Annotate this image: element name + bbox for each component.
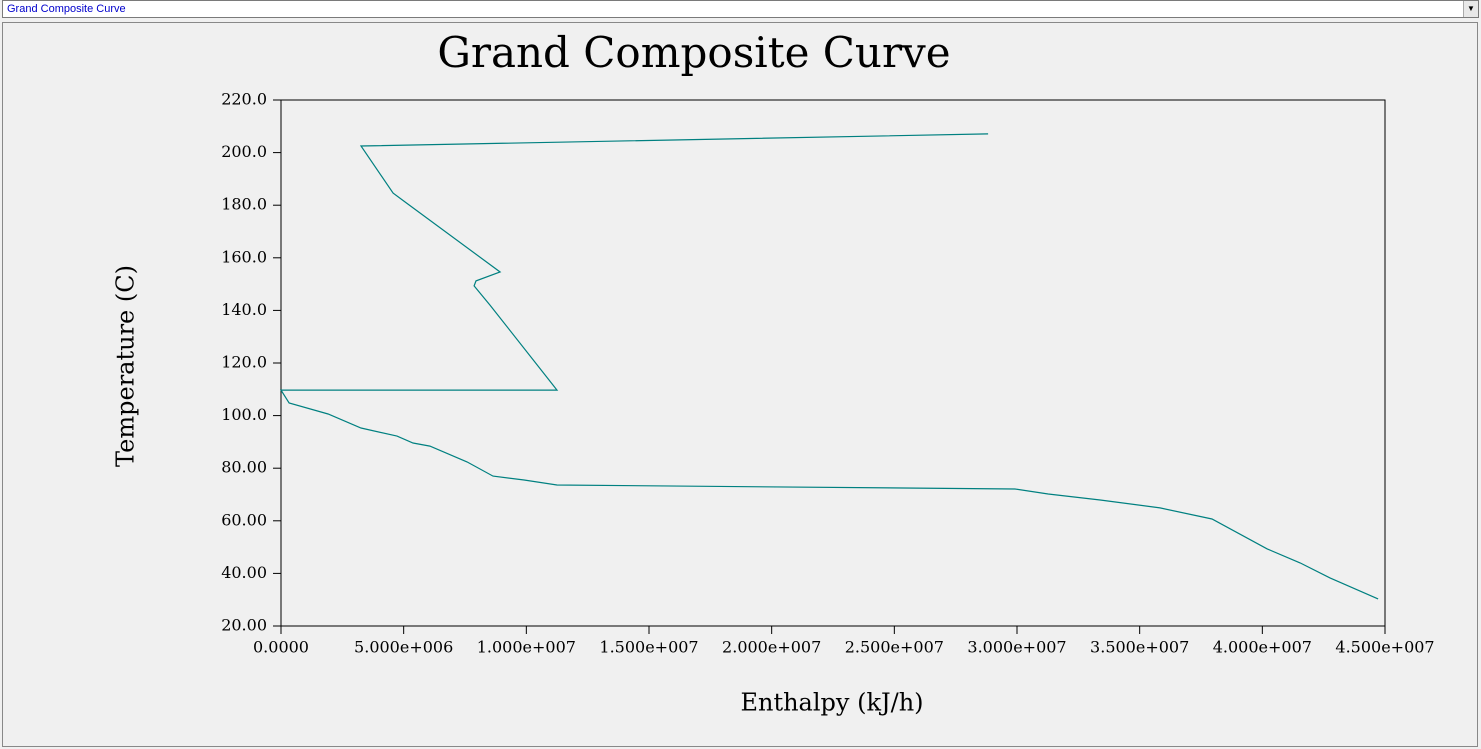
- x-tick-label: 3.000e+007: [967, 638, 1066, 657]
- y-tick-label: 100.0: [221, 405, 267, 424]
- y-tick-label: 40.00: [221, 563, 267, 582]
- x-tick-label: 0.0000: [253, 638, 309, 657]
- curve: [279, 133, 1379, 600]
- y-tick-label: 200.0: [221, 142, 267, 161]
- y-tick-label: 180.0: [221, 195, 267, 214]
- x-axis-label: Enthalpy (kJ/h): [740, 689, 923, 717]
- chart-title: Grand Composite Curve: [437, 28, 950, 77]
- x-tick-label: 1.000e+007: [477, 638, 576, 657]
- y-tick-label: 140.0: [221, 300, 267, 319]
- chart: Grand Composite Curve Enthalpy (kJ/h) Te…: [2, 22, 1478, 747]
- x-tick-label: 2.000e+007: [722, 638, 821, 657]
- y-tick-label: 160.0: [221, 247, 267, 266]
- x-tick-label: 2.500e+007: [845, 638, 944, 657]
- x-tick-label: 5.000e+006: [354, 638, 453, 657]
- x-tick-label: 4.000e+007: [1213, 638, 1312, 657]
- y-tick-label: 220.0: [221, 90, 267, 109]
- x-tick-label: 4.500e+007: [1335, 638, 1434, 657]
- selector-label: Grand Composite Curve: [7, 3, 126, 15]
- y-tick-label: 120.0: [221, 353, 267, 372]
- x-tick-label: 1.500e+007: [599, 638, 698, 657]
- y-tick-label: 20.00: [221, 616, 267, 635]
- y-tick-label: 60.00: [221, 510, 267, 529]
- y-tick-label: 80.00: [221, 458, 267, 477]
- y-axis-label: Temperature (C): [112, 265, 140, 467]
- dropdown-arrow[interactable]: ▼: [1463, 1, 1478, 17]
- x-tick-label: 3.500e+007: [1090, 638, 1189, 657]
- chart-selector[interactable]: Grand Composite Curve ▼: [2, 0, 1479, 18]
